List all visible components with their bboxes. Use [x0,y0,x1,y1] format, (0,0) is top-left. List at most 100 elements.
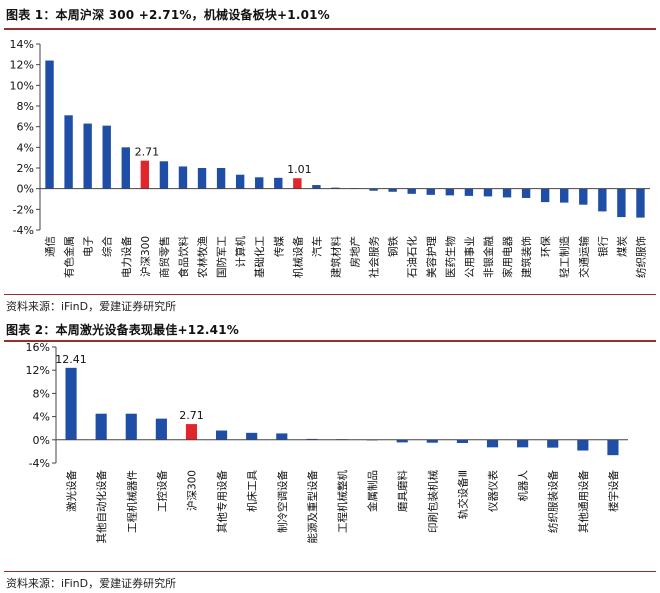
chart1-bar [274,177,283,189]
chart1-category-label: 非银金融 [482,236,495,278]
figure2-title: 图表 2：本周激光设备表现最佳+12.41% [6,323,239,337]
chart1-category-label: 公用事业 [463,236,476,278]
chart2-bar [577,439,589,451]
chart1-category-label: 轻工制造 [558,236,571,278]
chart2-category-label: 金属制品 [366,470,379,512]
chart1-category-label: 石油石化 [406,236,419,278]
chart1-bar [560,188,569,203]
chart2-y-tick-label: 16% [26,342,50,354]
chart2-y-tick-label: 0% [33,434,50,447]
figure2-bottom-rule [4,571,656,572]
chart1-data-label: 2.71 [135,146,160,159]
chart2-bar [155,418,167,440]
chart1-category-label: 房地产 [349,236,362,268]
chart2-bar [246,432,258,440]
chart1-bar [464,188,474,196]
chart1-bar [388,188,397,192]
chart1-bar [407,188,416,194]
chart1-category-label: 美容护理 [425,236,438,278]
figure1-source: 资料来源：iFinD，爱建证券研究所 [6,300,177,313]
chart1-bar [216,168,226,189]
chart1-bar [178,166,188,189]
chart2-data-label: 12.41 [55,353,87,366]
chart1-category-label: 环保 [539,236,552,257]
chart1-category-label: 通信 [45,236,57,257]
chart1-category-label: 建筑装饰 [520,236,533,278]
chart1-bar [312,185,321,189]
chart2-bar [125,413,137,440]
chart1-category-label: 社会服务 [368,236,381,278]
chart2-category-label: 其他自动化设备 [95,470,108,544]
chart1-bar [197,168,207,189]
chart1-category-label: 沪深300 [139,236,152,277]
chart1-y-tick-label: -4% [13,224,34,237]
chart2-category-label: 磨具磨料 [396,470,409,512]
chart1-y-tick-label: 6% [17,121,34,134]
chart2-category-label: 轨交设备Ⅲ [456,470,469,519]
chart1-bar [235,174,245,189]
chart1-category-label: 电子 [82,236,95,257]
chart1-category-label: 农林牧渔 [196,236,209,278]
chart1-y-tick-label: 10% [10,79,34,92]
chart2-bar [456,439,468,443]
chart1-category-label: 纺织服饰 [634,236,647,278]
chart1-category-label: 食品饮料 [177,236,190,278]
chart1-bar [102,125,111,189]
chart2-category-label: 激光设备 [65,470,78,512]
chart1-bar [83,123,92,189]
chart2-bar [396,439,408,443]
chart1-category-label: 基础化工 [253,236,266,278]
figure1-top-rule [4,28,656,30]
chart2-category-label: 纺织服装设备 [547,470,560,533]
chart2-y-tick-label: 4% [33,411,50,424]
chart1-bar [64,115,73,189]
chart2-bar [486,439,499,448]
chart1-category-label: 机械设备 [291,236,304,278]
chart1-category-label: 传媒 [272,236,285,257]
chart1-bar [521,188,531,198]
chart2-category-label: 工程机械整机 [336,470,349,533]
chart1-category-label: 银行 [596,236,609,257]
chart1-category-label: 医药生物 [444,236,457,278]
chart2-category-label: 工程机械器件 [125,470,138,533]
chart2-bar [216,430,228,440]
chart1-data-label: 1.01 [287,163,312,176]
chart1-bar [140,160,150,189]
chart1-category-label: 家用电器 [501,236,514,278]
chart2-bar [185,424,198,440]
chart2-bar [95,413,107,440]
chart1-category-label: 交通运输 [577,236,590,278]
chart2-category-label: 机床工具 [246,470,259,512]
chart2-category-label: 仪器仪表 [487,470,500,512]
figure1-bottom-rule [4,294,656,295]
chart2-category-label: 楼宇设备 [607,470,620,512]
chart1-y-tick-label: -2% [13,203,34,216]
chart1-category-label: 有色金属 [63,236,76,278]
chart1-y-tick-label: 12% [10,59,34,72]
chart1-category-label: 综合 [101,236,114,257]
chart1-bar [617,188,626,218]
chart1-category-label: 商贸零售 [158,236,171,278]
chart2-y-tick-label: -4% [29,457,50,470]
chart2-y-tick-label: 8% [33,387,50,400]
chart2-bar [65,367,77,440]
chart1-bar [636,188,645,218]
figure1-title: 图表 1：本周沪深 300 +2.71%，机械设备板块+1.01% [6,8,330,22]
figure2-bar-chart: 16% 12% 8% 4% 0% -4% 12.41 2.71 激光设备 其他自动化设备 工程机械器… [26,342,628,544]
chart2-category-label: 其他通用设备 [577,470,590,533]
chart1-category-label: 电力设备 [120,236,133,278]
chart2-data-label: 2.71 [179,409,204,422]
chart1-bar [45,60,54,189]
chart2-bar [426,439,438,443]
chart1-bar [598,188,607,212]
chart1-bar [159,161,169,189]
chart1-y-tick-label: 8% [17,100,34,113]
chart2-category-label: 沪深300 [185,470,198,511]
chart1-category-label: 煤炭 [615,236,628,257]
chart1-y-tick-label: 2% [17,162,34,175]
chart1-bar [445,188,455,196]
chart2-category-label: 能源及重型设备 [306,470,319,544]
chart1-bar [483,188,493,197]
chart1-category-label: 计算机 [234,236,247,268]
chart2-y-tick-label: 12% [26,364,50,377]
